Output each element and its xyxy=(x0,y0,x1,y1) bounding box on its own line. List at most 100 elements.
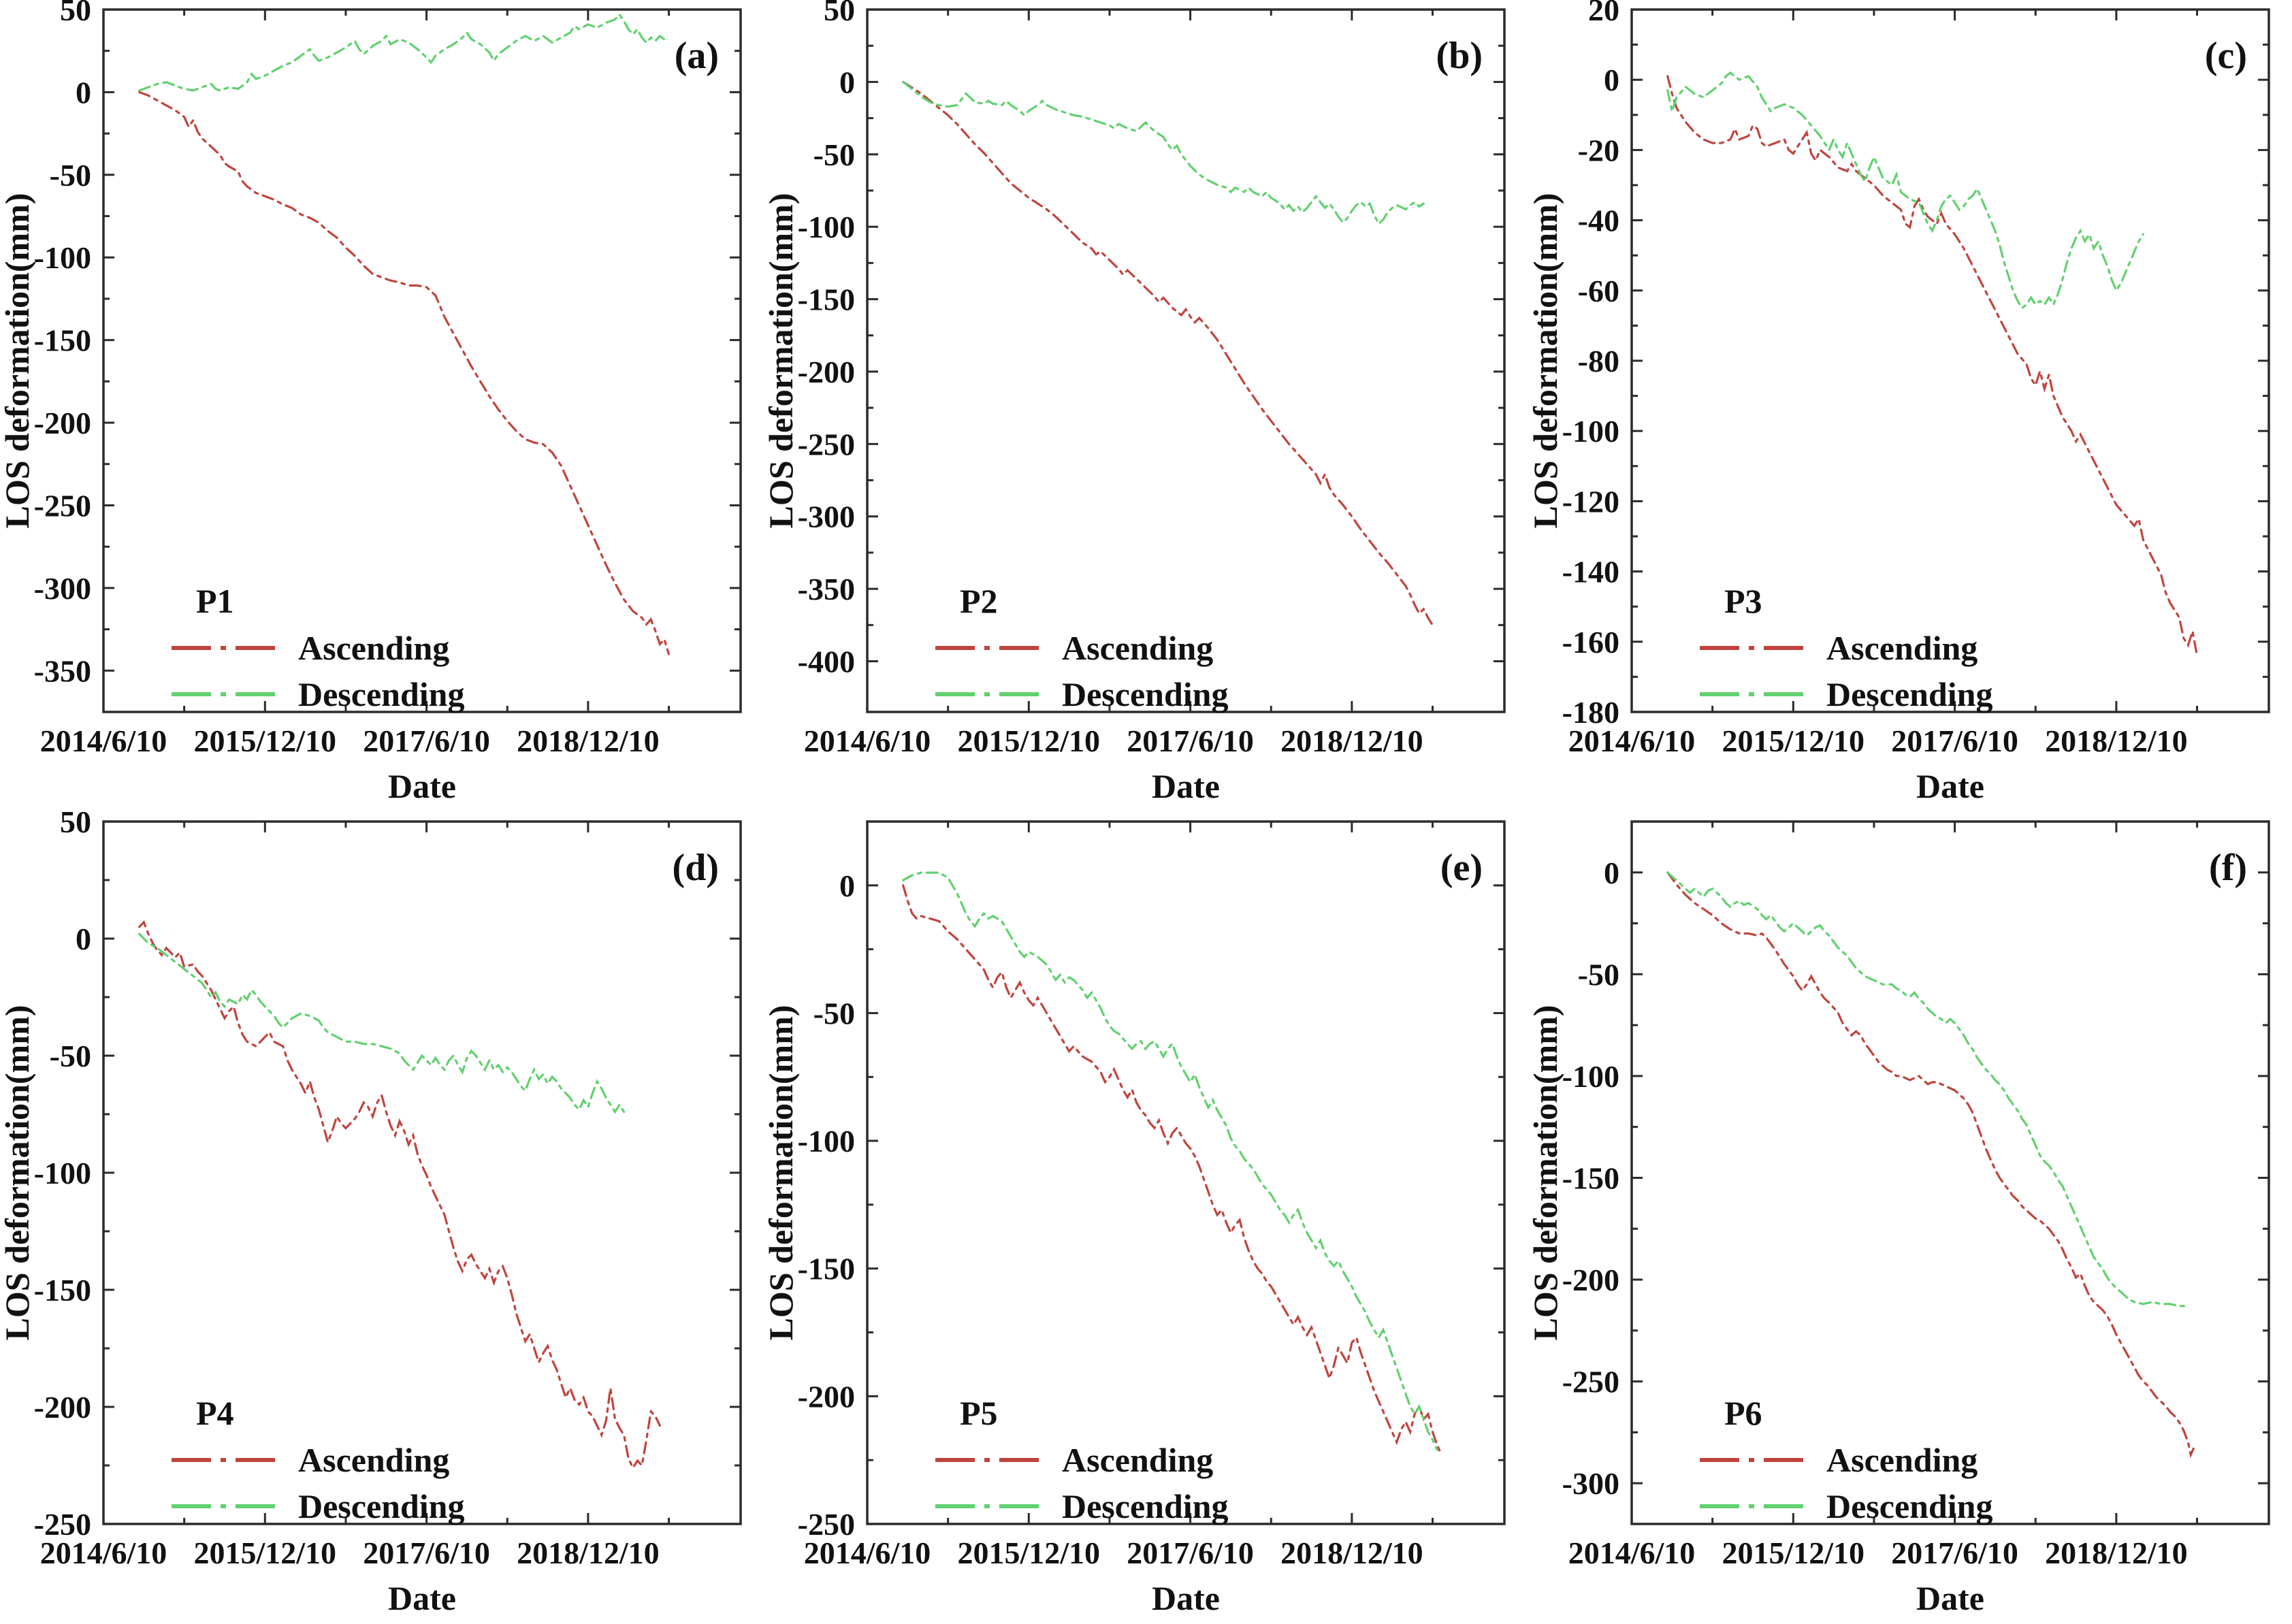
y-tick-label: -250 xyxy=(34,488,91,523)
x-tick-label: 2018/12/10 xyxy=(1280,1536,1423,1570)
y-axis-title: LOS deformation(mm) xyxy=(0,1005,36,1341)
ascending-line xyxy=(138,91,671,655)
tick-marks xyxy=(1630,822,2269,1524)
y-tick-label: -350 xyxy=(34,653,91,688)
panel-e: 0 -50 -100 -150 -200 -250 2014/6/10 2015/12/10 2… xyxy=(764,812,1528,1624)
panel-letter: (d) xyxy=(673,847,719,889)
legend: P1 Ascending Descending xyxy=(172,582,464,713)
ascending-line xyxy=(902,80,1434,626)
point-label: P6 xyxy=(1724,1394,1762,1432)
y-tick-labels: 0 -50 -100 -150 -200 -250 -300 xyxy=(1562,856,1619,1501)
ascending-line xyxy=(1666,871,2195,1459)
x-axis-title: Date xyxy=(388,1579,456,1617)
plot-box xyxy=(1630,820,2270,1525)
plot-box xyxy=(866,820,1506,1525)
y-tick-label: -250 xyxy=(798,1507,855,1542)
x-tick-label: 2014/6/10 xyxy=(804,1536,931,1570)
y-tick-labels: 50 0 -50 -100 -150 -200 -250 -300 -350 -400 xyxy=(798,0,855,679)
x-tick-label: 2015/12/10 xyxy=(958,724,1101,758)
y-axis-title: LOS deformation(mm) xyxy=(0,193,36,529)
y-tick-label: -200 xyxy=(34,1390,91,1425)
x-tick-label: 2017/6/10 xyxy=(363,1536,490,1570)
plot-box xyxy=(866,8,1506,713)
y-tick-label: 0 xyxy=(1604,856,1619,890)
tick-marks xyxy=(1630,8,2269,713)
y-tick-label: -150 xyxy=(1562,1160,1619,1195)
x-tick-label: 2017/6/10 xyxy=(1891,1536,2018,1570)
descending-line xyxy=(1666,71,2145,310)
y-tick-label: -200 xyxy=(34,406,91,440)
legend: P3 Ascending Descending xyxy=(1700,582,1992,713)
y-tick-label: -50 xyxy=(1578,957,1619,992)
y-tick-label: -200 xyxy=(798,355,855,389)
legend: P4 Ascending Descending xyxy=(172,1394,464,1525)
legend-label-descending: Descending xyxy=(1062,675,1228,713)
panel-background xyxy=(1528,812,2292,1624)
y-tick-label: -80 xyxy=(1578,344,1619,378)
panel-f: 0 -50 -100 -150 -200 -250 -300 2014/6/10 2015/12… xyxy=(1528,812,2292,1624)
y-tick-label: -200 xyxy=(1562,1263,1619,1297)
y-tick-label: -250 xyxy=(1562,1365,1619,1399)
panel-letter: (a) xyxy=(675,35,719,77)
x-axis-title: Date xyxy=(1152,767,1220,805)
y-tick-label: -100 xyxy=(34,240,91,275)
x-tick-label: 2018/12/10 xyxy=(1280,724,1423,758)
y-tick-label: -100 xyxy=(1562,1059,1619,1094)
legend-label-descending: Descending xyxy=(1826,675,1992,713)
x-tick-label: 2015/12/10 xyxy=(1722,724,1865,758)
x-tick-label: 2014/6/10 xyxy=(40,1536,167,1570)
y-tick-label: -50 xyxy=(813,137,855,172)
y-tick-label: -350 xyxy=(798,572,855,606)
tick-marks xyxy=(866,822,1504,1525)
x-tick-label: 2017/6/10 xyxy=(1127,724,1254,758)
y-tick-label: 0 xyxy=(76,75,91,110)
y-tick-label: -100 xyxy=(34,1156,91,1190)
y-tick-labels: 50 0 -50 -100 -150 -200 -250 -300 -350 xyxy=(34,0,91,688)
legend-label-ascending: Ascending xyxy=(1826,1441,1978,1479)
y-tick-labels: 20 0 -20 -40 -60 -80 -100 -120 -140 -160 -180 xyxy=(1562,0,1619,730)
legend-label-ascending: Ascending xyxy=(1826,629,1978,667)
y-tick-label: -50 xyxy=(50,1039,91,1073)
x-tick-labels: 2014/6/10 2015/12/10 2017/6/10 2018/12/10 xyxy=(1568,1536,2188,1570)
panel-letter: (b) xyxy=(1436,35,1483,77)
panel-letter: (e) xyxy=(1440,847,1483,889)
y-tick-label: -300 xyxy=(1562,1466,1619,1501)
x-axis-title: Date xyxy=(1916,1579,1984,1617)
panel-letter: (c) xyxy=(2205,35,2247,77)
point-label: P5 xyxy=(960,1394,998,1432)
y-tick-label: 0 xyxy=(76,922,91,956)
x-tick-label: 2015/12/10 xyxy=(958,1536,1101,1570)
legend-label-descending: Descending xyxy=(298,1487,464,1525)
y-axis-title: LOS deformation(mm) xyxy=(1528,193,1564,529)
panel-background xyxy=(0,0,764,812)
x-tick-label: 2015/12/10 xyxy=(1722,1536,1865,1570)
y-axis-title: LOS deformation(mm) xyxy=(764,193,800,529)
x-tick-labels: 2014/6/10 2015/12/10 2017/6/10 2018/12/10 xyxy=(40,724,660,758)
x-tick-label: 2017/6/10 xyxy=(1891,724,2018,758)
plot-box xyxy=(102,8,742,713)
legend-label-ascending: Ascending xyxy=(1062,1441,1213,1479)
y-tick-label: 0 xyxy=(839,868,855,903)
x-tick-label: 2014/6/10 xyxy=(804,724,931,758)
chart-panel-f: 0 -50 -100 -150 -200 -250 -300 2014/6/10 2015/12… xyxy=(1528,812,2292,1624)
ascending-line xyxy=(1666,75,2199,657)
x-tick-label: 2018/12/10 xyxy=(517,724,660,758)
point-label: P3 xyxy=(1724,582,1762,620)
tick-marks xyxy=(102,820,741,1525)
x-tick-labels: 2014/6/10 2015/12/10 2017/6/10 2018/12/10 xyxy=(40,1536,660,1570)
x-tick-label: 2014/6/10 xyxy=(1568,724,1696,758)
panel-background xyxy=(0,812,764,1624)
y-tick-label: -100 xyxy=(798,1124,855,1158)
panel-b: 50 0 -50 -100 -150 -200 -250 -300 -350 -400 2014/6… xyxy=(764,0,1528,812)
legend-label-descending: Descending xyxy=(298,675,464,713)
y-tick-label: -100 xyxy=(1562,414,1619,449)
y-tick-label: -20 xyxy=(1578,133,1619,167)
descending-line xyxy=(138,12,666,92)
x-axis-title: Date xyxy=(1916,767,1984,805)
x-tick-label: 2015/12/10 xyxy=(194,724,337,758)
point-label: P4 xyxy=(196,1394,234,1432)
panel-letter: (f) xyxy=(2209,847,2247,889)
